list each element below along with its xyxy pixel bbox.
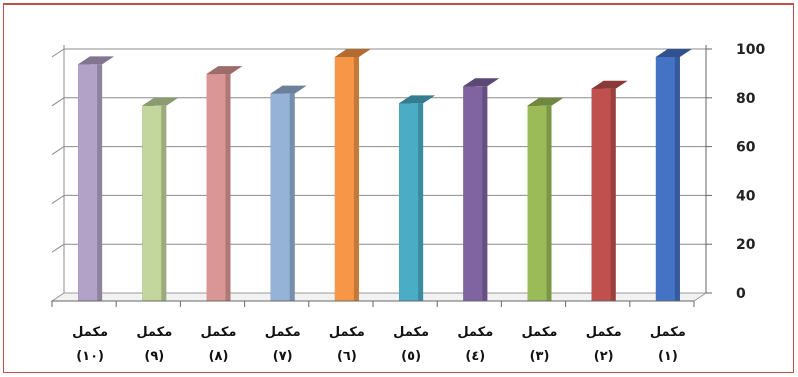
x-tick-label: (٥): [401, 349, 421, 364]
bar: [527, 97, 564, 301]
bar-shade: [418, 103, 424, 301]
x-tick-label: (٧): [273, 349, 293, 364]
bar: [78, 56, 115, 301]
bar-shade: [353, 57, 359, 301]
x-tick-label: (١٠): [76, 349, 104, 364]
x-tick-label: (٨): [209, 349, 229, 364]
chart-frame: 0 20 40 60 80 100 مكمل (١) مكمل (٢) مكمل (٣) مكمل (٤…: [3, 3, 794, 373]
y-axis: 0 20 40 60 80 100: [705, 42, 765, 302]
y-tick-label: 20: [736, 237, 756, 253]
x-tick-label: (٣): [530, 349, 550, 364]
bar-top: [142, 97, 179, 106]
x-tick-label: مكمل: [265, 325, 301, 340]
x-tick-label: مكمل: [201, 325, 237, 340]
y-tick-label: 100: [736, 42, 765, 58]
bar-shade: [225, 74, 231, 301]
x-tick-label: مكمل: [522, 325, 558, 340]
bar: [591, 80, 628, 301]
bar: [206, 66, 243, 301]
bar: [270, 85, 307, 301]
bar-top: [463, 78, 500, 87]
x-tick-label: مكمل: [136, 325, 172, 340]
x-tick-label: (١): [658, 349, 678, 364]
bar-top: [270, 85, 307, 94]
gridline-side: [51, 97, 65, 107]
x-tick-label: مكمل: [393, 325, 429, 340]
y-tick-label: 0: [736, 286, 746, 302]
bar-top: [399, 95, 436, 104]
gridline-side: [51, 48, 65, 58]
gridline-side: [51, 146, 65, 156]
bar-shade: [482, 86, 488, 301]
bar-chart: 0 20 40 60 80 100 مكمل (١) مكمل (٢) مكمل (٣) مكمل (٤…: [50, 42, 765, 364]
bar-shade: [546, 105, 552, 301]
y-tick-label: 60: [736, 140, 756, 156]
bar: [142, 97, 179, 301]
x-tick-label: مكمل: [586, 325, 622, 340]
x-tick-label: (٤): [465, 349, 485, 364]
x-tick-label: مكمل: [329, 325, 365, 340]
bars: [78, 49, 692, 301]
x-tick-label: (٢): [594, 349, 614, 364]
bar-shade: [610, 88, 616, 301]
bar: [463, 78, 500, 301]
x-tick-label: (٦): [337, 349, 357, 364]
x-tick-label: مكمل: [72, 325, 108, 340]
bar-top: [334, 49, 371, 57]
bar: [334, 49, 371, 301]
bar-top: [655, 49, 692, 57]
bar: [655, 49, 692, 301]
x-tick-label: مكمل: [650, 325, 686, 340]
bar-shade: [97, 64, 103, 301]
bar-shade: [289, 93, 295, 301]
x-tick-label: مكمل: [457, 325, 493, 340]
bar-top: [591, 80, 628, 89]
bar-top: [78, 56, 115, 65]
x-tick-label: (٩): [144, 349, 164, 364]
bar-shade: [674, 57, 680, 301]
y-tick-label: 80: [736, 91, 756, 107]
bar: [399, 95, 436, 301]
x-axis: مكمل (١) مكمل (٢) مكمل (٣) مكمل (٤) مكمل (٥) مكمل (…: [51, 300, 695, 364]
gridline-side: [51, 243, 65, 253]
gridline-side: [51, 194, 65, 204]
bar-top: [527, 97, 564, 106]
y-tick-label: 40: [736, 188, 756, 204]
bar-top: [206, 66, 243, 75]
bar-shade: [161, 105, 167, 301]
